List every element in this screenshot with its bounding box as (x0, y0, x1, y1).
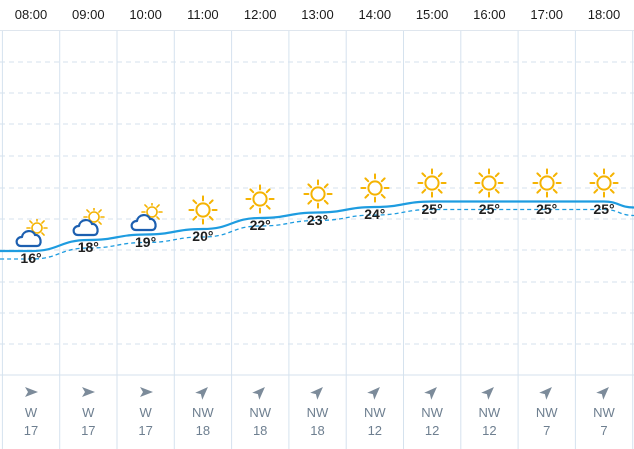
wind-direction: NW (249, 405, 272, 420)
wind-speed: 12 (367, 423, 383, 438)
wind-arrow-icon (60, 384, 116, 400)
wind-arrow-icon (404, 384, 460, 400)
wind-speed: 7 (543, 423, 551, 438)
temperature-label: 25° (421, 200, 443, 217)
wind-direction: NW (363, 405, 386, 420)
wind-direction: W (139, 405, 152, 420)
wind-arrow-icon (576, 384, 632, 400)
wind-speed: 18 (310, 423, 325, 438)
wind-cell: NW 18 (175, 384, 231, 438)
wind-arrow-icon (175, 384, 231, 400)
wind-direction: NW (593, 405, 615, 420)
sun-icon (188, 195, 218, 230)
hour-header: 08:00 09:00 10:00 11:00 12:00 13:00 14:00 15:00… (0, 0, 634, 31)
wind-arrow-icon (519, 384, 575, 400)
hour-label: 16:00 (473, 7, 506, 22)
hour-label: 11:00 (187, 7, 219, 22)
hour-label: 17:00 (530, 7, 563, 22)
temperature-label: 25° (593, 200, 615, 217)
wind-speed: 12 (482, 423, 497, 438)
wind-arrow-icon (232, 384, 288, 400)
sun-icon (589, 167, 619, 203)
wind-speed: 17 (81, 423, 96, 438)
wind-arrow-icon (290, 384, 346, 400)
wind-arrow-icon (118, 384, 174, 400)
wind-cell: NW 12 (404, 384, 460, 438)
wind-cell: NW 12 (461, 384, 517, 438)
wind-cell: W 17 (3, 384, 59, 438)
temperature-label: 25° (536, 200, 558, 217)
partly-cloudy-icon (14, 217, 48, 254)
hour-label: 15:00 (415, 7, 449, 22)
temperature-label: 22° (249, 217, 271, 233)
wind-speed: 17 (138, 423, 153, 438)
wind-direction: NW (535, 405, 558, 420)
temperature-label: 19° (135, 233, 157, 250)
hour-label: 08:00 (14, 7, 48, 22)
sun-icon (302, 178, 333, 214)
sun-icon (360, 173, 390, 208)
wind-direction: W (24, 405, 38, 420)
wind-cell: W 17 (60, 384, 116, 438)
wind-cell: NW 18 (290, 384, 346, 438)
wind-speed: 18 (252, 423, 268, 438)
wind-speed: 18 (195, 423, 211, 438)
temperature-label: 25° (478, 200, 500, 217)
sun-icon (474, 167, 504, 203)
wind-cell: W 17 (118, 384, 174, 438)
partly-cloudy-icon (71, 206, 106, 243)
wind-arrow-icon (3, 384, 59, 400)
wind-cell: NW 18 (232, 384, 288, 438)
wind-arrow-icon (461, 384, 517, 400)
temperature-label: 18° (77, 239, 99, 255)
wind-direction: NW (478, 405, 501, 420)
wind-speed: 7 (600, 423, 608, 438)
sun-icon (417, 167, 447, 203)
hour-label: 09:00 (72, 7, 105, 22)
wind-speed: 12 (424, 423, 440, 438)
wind-direction: NW (306, 405, 329, 420)
wind-cell: NW 7 (519, 384, 575, 438)
wind-cell: NW 12 (347, 384, 403, 438)
temperature-line (0, 200, 634, 253)
wind-direction: NW (192, 405, 214, 420)
hour-label: 12:00 (243, 7, 277, 22)
wind-cell: NW 7 (576, 384, 632, 438)
temperature-label: 20° (192, 228, 214, 244)
temperature-label: 16° (20, 250, 42, 266)
temperature-label: 23° (306, 211, 329, 228)
wind-direction: W (82, 405, 95, 420)
hour-label: 13:00 (301, 7, 334, 22)
wind-arrow-icon (347, 384, 403, 400)
wind-direction: NW (421, 405, 443, 420)
temperature-label: 24° (364, 206, 386, 222)
hour-label: 10:00 (129, 7, 162, 22)
hour-label: 18:00 (587, 7, 621, 22)
sun-icon (532, 167, 562, 203)
sun-icon (245, 184, 275, 219)
hour-label: 14:00 (358, 7, 392, 22)
partly-cloudy-icon (129, 200, 163, 238)
wind-speed: 17 (23, 423, 39, 438)
